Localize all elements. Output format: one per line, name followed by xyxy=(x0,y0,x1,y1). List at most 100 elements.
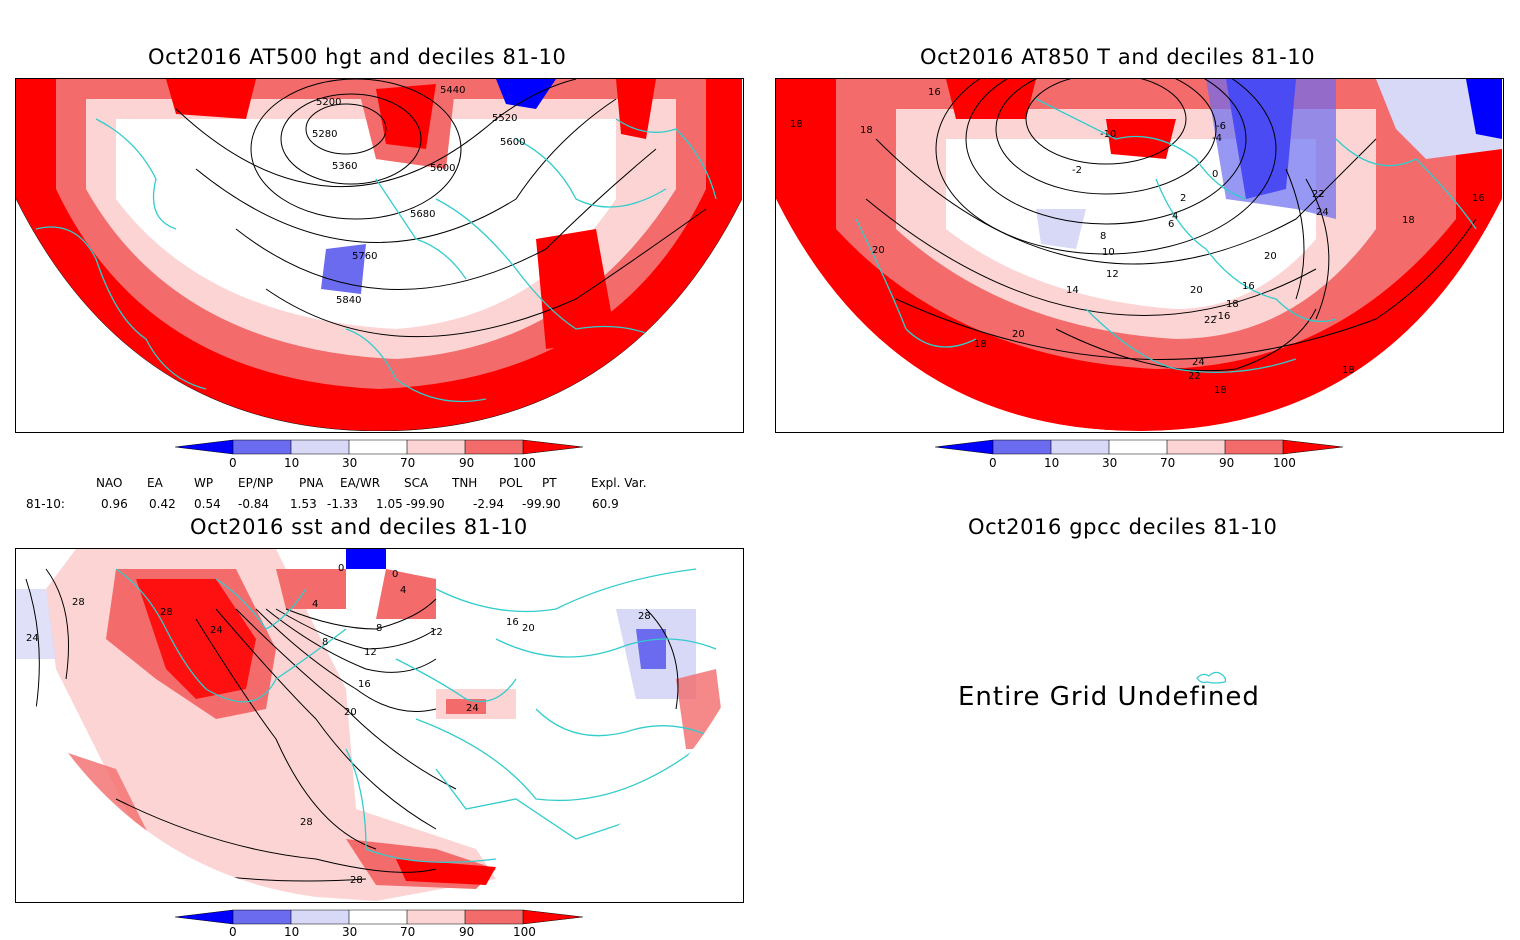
hgt-contour-label: 5200 xyxy=(316,97,341,108)
sst-colorbar xyxy=(175,909,584,925)
colorbar-tick: 30 xyxy=(342,456,358,470)
gpcc-map-title: Oct2016 gpcc deciles 81-10 xyxy=(968,515,1278,539)
index-header: EA/WR xyxy=(340,476,381,490)
index-header: SCA xyxy=(404,476,429,490)
sst-contour-label: 20 xyxy=(344,707,357,718)
colorbar-tick: 90 xyxy=(459,925,475,939)
sst-contour-label: 0 xyxy=(338,563,344,574)
hgt-contour-label: 5680 xyxy=(410,209,435,220)
sst-contour-label: 28 xyxy=(300,817,313,828)
sst-contour-label: 28 xyxy=(350,875,363,886)
index-header: PT xyxy=(542,476,557,490)
sst-map-plot: 28 24 28 24 20 16 12 8 4 0 0 4 8 12 16 2… xyxy=(16,549,742,901)
index-header: POL xyxy=(499,476,523,490)
t850-contour-label: 18 xyxy=(1402,215,1415,226)
sst-contour-label: 12 xyxy=(364,647,377,658)
hgt-map-title: Oct2016 AT500 hgt and deciles 81-10 xyxy=(148,45,567,69)
index-value: -1.33 xyxy=(327,497,359,511)
hgt-contour-label: 5600 xyxy=(430,163,455,174)
index-value: -2.94 xyxy=(473,497,505,511)
index-value: 0.96 xyxy=(101,497,128,511)
t850-contour-label: 0 xyxy=(1212,169,1218,180)
index-header: Expl. Var. xyxy=(591,476,647,490)
t850-contour-label: -6 xyxy=(1216,121,1226,132)
index-value: 0.42 xyxy=(149,497,176,511)
colorbar-tick: 30 xyxy=(1102,456,1118,470)
index-header: WP xyxy=(194,476,214,490)
t850-contour-label: -2 xyxy=(1072,165,1082,176)
index-header: NAO xyxy=(96,476,123,490)
t850-contour-label: 2 xyxy=(1180,193,1186,204)
index-header: TNH xyxy=(452,476,478,490)
sst-contour-label: 24 xyxy=(466,703,479,714)
t850-contour-label: 18 xyxy=(974,339,987,350)
index-value: -99.90 xyxy=(406,497,445,511)
sst-contour-label: 4 xyxy=(312,599,318,610)
t850-contour-label: 24 xyxy=(1192,357,1205,368)
colorbar-tick: 30 xyxy=(342,925,358,939)
sst-contour-label: 8 xyxy=(322,637,328,648)
sst-map: 28 24 28 24 20 16 12 8 4 0 0 4 8 12 16 2… xyxy=(15,548,744,903)
colorbar-tick: 70 xyxy=(400,925,416,939)
t850-contour-label: 18 xyxy=(1342,365,1355,376)
t850-contour-label: 14 xyxy=(1066,285,1079,296)
t850-contour-label: 4 xyxy=(1172,211,1178,222)
sst-contour-label: 0 xyxy=(392,569,398,580)
colorbar-tick: 90 xyxy=(1219,456,1235,470)
index-row-label: 81-10: xyxy=(26,497,65,511)
sst-contour-label: 4 xyxy=(400,585,406,596)
hgt-contour-label: 5840 xyxy=(336,295,361,306)
index-value: 1.05 xyxy=(376,497,403,511)
sst-contour-label: 28 xyxy=(638,611,651,622)
colorbar-tick: 70 xyxy=(400,456,416,470)
t850-contour-label: 6 xyxy=(1168,219,1174,230)
hgt-map: 5200 5280 5360 5440 5520 5600 5600 5680 … xyxy=(15,78,744,433)
hgt-contour-label: 5360 xyxy=(332,161,357,172)
sst-map-title: Oct2016 sst and deciles 81-10 xyxy=(190,515,528,539)
colorbar-tick: 10 xyxy=(1044,456,1060,470)
t850-contour-label: 22 xyxy=(1204,315,1217,326)
t850-contour-label: -16 xyxy=(1214,311,1230,322)
colorbar-tick: 90 xyxy=(459,456,475,470)
sst-contour-label: 12 xyxy=(430,627,443,638)
t850-contour-label: 20 xyxy=(1190,285,1203,296)
hgt-contour-label: 5600 xyxy=(500,137,525,148)
sst-contour-label: 8 xyxy=(376,623,382,634)
colorbar-tick: 10 xyxy=(284,925,300,939)
index-value: -0.84 xyxy=(238,497,270,511)
t850-contour-label: -4 xyxy=(1212,133,1222,144)
t850-map: 16 18 18 20 -10 -2 -4 -6 0 2 4 6 8 10 12… xyxy=(775,78,1504,433)
colorbar-tick: 0 xyxy=(229,925,237,939)
index-value: 60.9 xyxy=(592,497,619,511)
t850-contour-label: 10 xyxy=(1102,247,1115,258)
colorbar-tick: 100 xyxy=(513,925,536,939)
sst-contour-label: 16 xyxy=(358,679,371,690)
t850-contour-label: 24 xyxy=(1316,207,1329,218)
hgt-map-plot: 5200 5280 5360 5440 5520 5600 5600 5680 … xyxy=(16,79,742,431)
t850-contour-label: 22 xyxy=(1312,189,1325,200)
t850-map-title: Oct2016 AT850 T and deciles 81-10 xyxy=(920,45,1316,69)
colorbar-tick: 70 xyxy=(1160,456,1176,470)
t850-contour-label: -10 xyxy=(1100,129,1116,140)
index-value: -99.90 xyxy=(522,497,561,511)
sst-contour-label: 24 xyxy=(26,633,39,644)
t850-contour-label: 12 xyxy=(1106,269,1119,280)
t850-contour-label: 20 xyxy=(1012,329,1025,340)
teleconnection-indices: NAO EA WP EP/NP PNA EA/WR SCA TNH POL PT… xyxy=(0,476,700,512)
t850-contour-label: 22 xyxy=(1188,371,1201,382)
hgt-contour-label: 5760 xyxy=(352,251,377,262)
sst-contour-label: 28 xyxy=(160,607,173,618)
t850-colorbar xyxy=(935,439,1344,455)
colorbar-tick: 0 xyxy=(229,456,237,470)
t850-contour-label: 18 xyxy=(1226,299,1239,310)
sst-contour-label: 24 xyxy=(210,625,223,636)
t850-contour-label: 18 xyxy=(1214,385,1227,396)
t850-contour-label: 18 xyxy=(860,125,873,136)
t850-contour-label: 16 xyxy=(928,87,941,98)
t850-contour-label: 16 xyxy=(1472,193,1485,204)
sst-contour-label: 20 xyxy=(522,623,535,634)
gpcc-coastline-fragment xyxy=(1196,671,1227,684)
t850-contour-label: 18 xyxy=(790,119,803,130)
hgt-contour-label: 5280 xyxy=(312,129,337,140)
colorbar-tick: 100 xyxy=(513,456,536,470)
